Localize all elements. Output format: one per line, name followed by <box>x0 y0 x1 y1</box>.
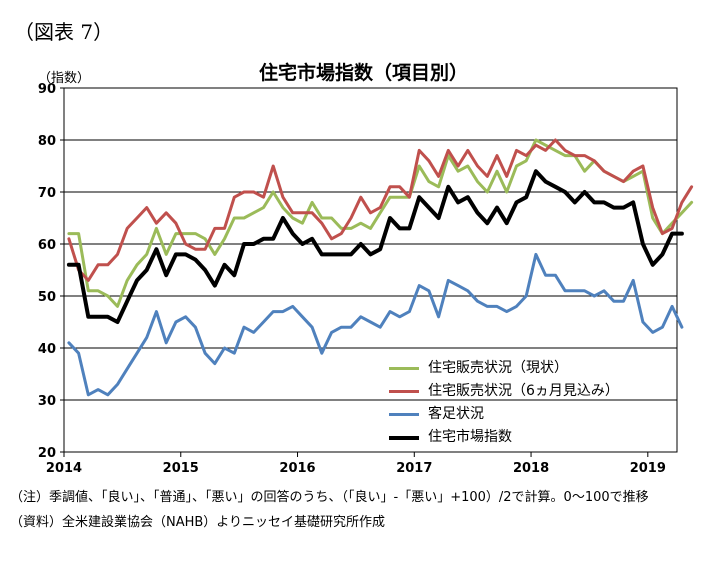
footnote: （注）季調値、「良い」、「普通」、「悪い」の回答のうち、（「良い」-「悪い」+1… <box>10 490 649 505</box>
legend-label: 住宅販売状況（6ヵ月見込み） <box>428 383 619 399</box>
legend-label: 住宅販売状況（現状） <box>428 360 568 376</box>
legend-swatch-sales-outlook <box>389 390 419 393</box>
y-tick-label: 80 <box>38 134 56 149</box>
legend-item-sales-outlook: 住宅販売状況（6ヵ月見込み） <box>389 380 619 403</box>
legend-item-sales-current: 住宅販売状況（現状） <box>389 357 619 380</box>
y-tick-label: 30 <box>38 394 56 409</box>
x-tick-label: 2019 <box>630 461 666 476</box>
plot-frame <box>63 87 678 453</box>
y-tick-label: 40 <box>38 342 56 357</box>
series-line-traffic <box>67 252 684 397</box>
source-note: （資料）全米建設業協会（NAHB）よりニッセイ基礎研究所作成 <box>10 515 386 530</box>
x-tick-label: 2015 <box>163 461 199 476</box>
y-tick-label: 90 <box>38 82 56 97</box>
series-line-sales-current <box>67 138 694 308</box>
x-tick-label: 2014 <box>46 461 82 476</box>
legend-swatch-traffic <box>389 413 419 416</box>
legend-item-hmi: 住宅市場指数 <box>389 426 619 449</box>
series-line-sales-outlook <box>67 138 694 282</box>
y-axis-label: （指数） <box>38 71 91 86</box>
chart-legend: 住宅販売状況（現状） 住宅販売状況（6ヵ月見込み） 客足状況 住宅市場指数 <box>389 357 619 449</box>
x-tick-label: 2018 <box>513 461 549 476</box>
y-tick-label: 50 <box>38 290 56 305</box>
legend-label: 客足状況 <box>428 406 484 422</box>
y-tick-label: 70 <box>38 186 56 201</box>
figure-label: （図表 7） <box>14 20 114 44</box>
chart-title: 住宅市場指数（項目別） <box>258 62 468 84</box>
y-tick-label: 60 <box>38 238 56 253</box>
y-tick-label: 20 <box>38 446 56 461</box>
legend-item-traffic: 客足状況 <box>389 403 619 426</box>
legend-swatch-hmi <box>389 436 419 440</box>
x-tick-label: 2017 <box>396 461 432 476</box>
series-line-hmi <box>66 169 684 324</box>
legend-label: 住宅市場指数 <box>428 429 512 445</box>
legend-swatch-sales-current <box>389 367 419 370</box>
x-tick-label: 2016 <box>279 461 315 476</box>
